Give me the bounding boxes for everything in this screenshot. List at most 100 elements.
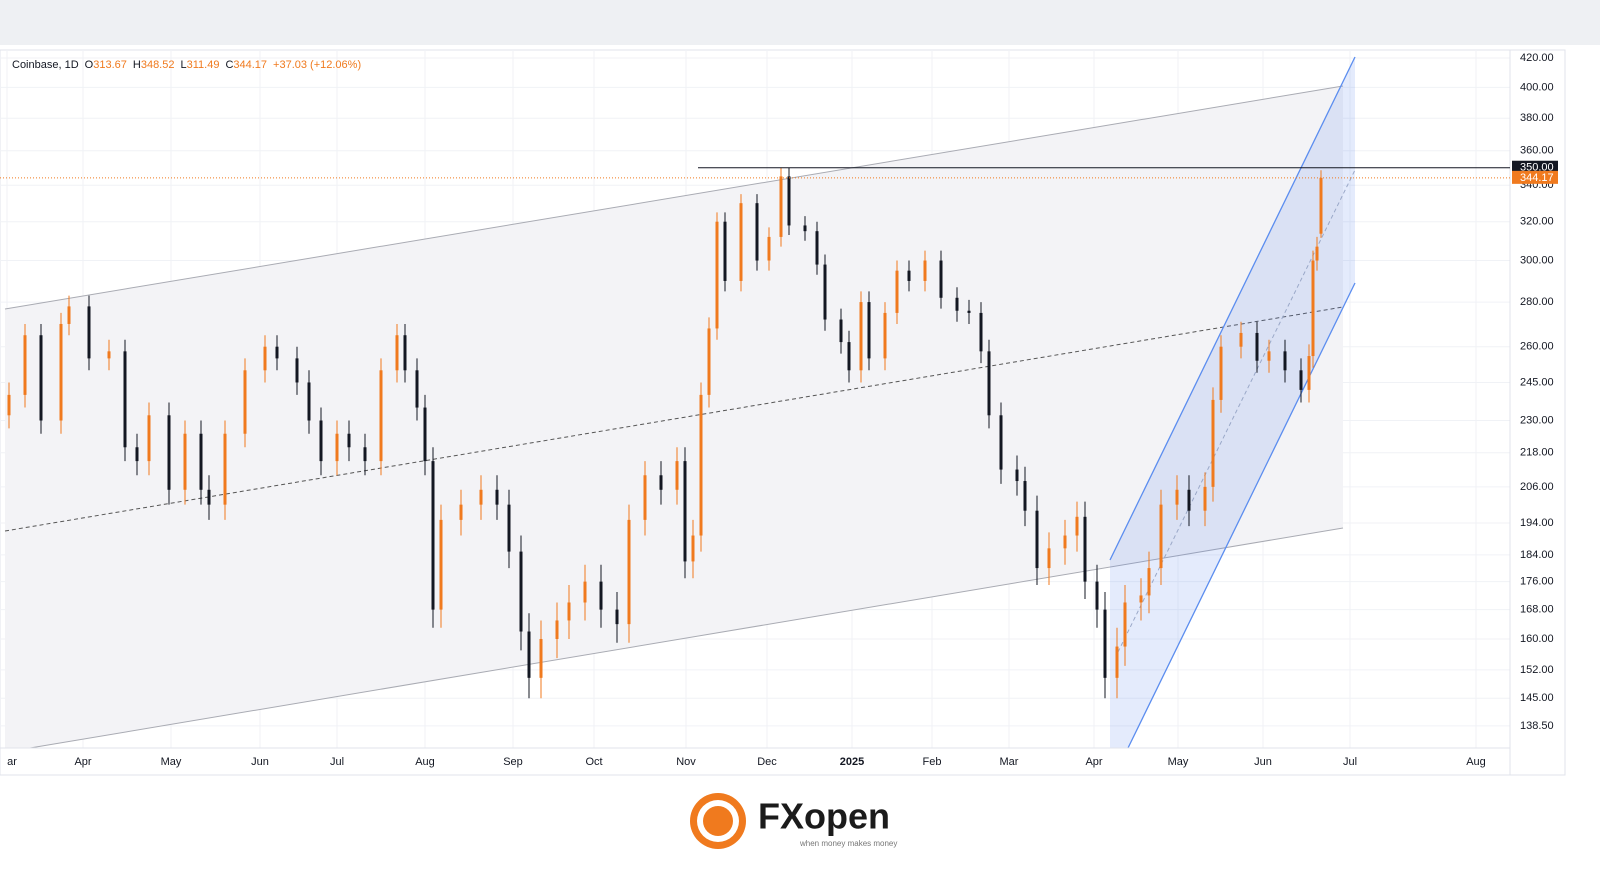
candle-body [675,461,679,490]
candle-body [907,270,911,281]
candle-body [307,382,311,421]
blue-channel-upper [1109,56,1356,561]
candle-body [803,225,807,232]
last-price-label: 344.17 [1520,172,1554,184]
blue-channel-mid [1117,169,1356,653]
ohlc-value: 344.17 [233,59,268,71]
candle-body [1239,332,1243,347]
candle-body [1115,646,1119,678]
candle-body [207,489,211,505]
candle-body [167,415,171,490]
candle-body [779,176,783,237]
candle-body [295,358,299,383]
candle-body [999,415,1003,470]
x-tick-label: Mar [1000,756,1019,768]
ohlc-letter: H [132,59,141,71]
candle-body [1147,568,1151,596]
level-label: 350.00 [1520,162,1554,174]
candle-body [1095,581,1099,610]
x-tick-label: Apr [74,756,91,768]
x-tick-label: Jun [1254,756,1272,768]
y-tick-label: 420.00 [1520,52,1554,64]
y-tick-label: 380.00 [1520,112,1554,124]
y-tick-label: 260.00 [1520,341,1554,353]
candle-body [683,461,687,562]
candle-body [183,433,187,490]
x-tick-label: Aug [1466,756,1486,768]
candle-body [23,335,27,395]
candles [0,167,1510,699]
candle-body [1159,504,1163,569]
candle-body [1075,516,1079,536]
candle-body [1047,548,1051,569]
candle-body [519,551,523,632]
blue-channel-lower [1127,282,1356,749]
candle-body [495,489,499,505]
candle-body [1315,246,1319,261]
candle-body [1255,332,1259,361]
y-tick-label: 245.00 [1520,376,1554,388]
candle-body [1267,351,1271,361]
change: +37.03 (+12.06%) [273,59,362,71]
candle-body [643,475,647,520]
candle-body [199,433,203,490]
candle-body [431,461,435,610]
candle-body [527,631,531,678]
ohlc-letter: L [180,59,187,71]
x-tick-label: Oct [585,756,602,768]
candle-body [615,609,619,625]
candle-body [1023,481,1027,511]
candle-body [243,370,247,434]
candle-body [883,312,887,359]
candle-body [87,306,91,359]
y-tick-label: 300.00 [1520,254,1554,266]
logo-icon-core [703,806,733,836]
candle-body [715,221,719,329]
candle-body [1311,260,1315,357]
candle-body [147,415,151,462]
candle-body [67,306,71,324]
candle-body [439,519,443,610]
candle-body [987,351,991,416]
x-tick-label: Apr [1085,756,1102,768]
candle-body [1103,609,1107,678]
candle-body [1299,370,1303,390]
x-tick-label: Jul [1343,756,1357,768]
candle-body [459,504,463,520]
y-tick-label: 230.00 [1520,414,1554,426]
last-price-box [1512,170,1558,184]
axis-labels: 138.50 145.00 152.00 160.00 168.00 176.00 184.… [7,52,1558,768]
candle-body [1187,489,1191,511]
candle-body [275,346,279,359]
ohlc-letter: O [84,59,94,71]
y-tick-label: 360.00 [1520,145,1554,157]
candle-body [1139,595,1143,603]
candle-body [755,203,759,261]
candle-body [567,602,571,621]
x-tick-label: May [1168,756,1189,768]
candle-body [767,236,771,261]
candle-body [699,394,703,536]
candle-body [599,581,603,610]
channel-upper [4,85,1344,310]
candle-body [583,581,587,603]
ohlc-value: 313.67 [93,59,127,71]
candle-body [379,370,383,462]
x-tick-label: Feb [923,756,942,768]
x-tick-label: Nov [676,756,696,768]
candle-body [939,260,943,298]
candle-body [739,203,743,281]
y-tick-label: 152.00 [1520,664,1554,676]
channel-mid [4,306,1344,532]
candle-body [1319,177,1323,234]
symbol-legend: Coinbase, 1D O313.67 H348.52 L311.49 C344.17… [12,59,367,71]
candle-body [135,447,139,462]
candle-body [223,433,227,505]
candle-body [723,221,727,281]
candle-body [979,312,983,352]
y-tick-label: 138.50 [1520,720,1554,732]
candle-body [1219,346,1223,400]
logo-brand: FXopen [758,796,890,837]
